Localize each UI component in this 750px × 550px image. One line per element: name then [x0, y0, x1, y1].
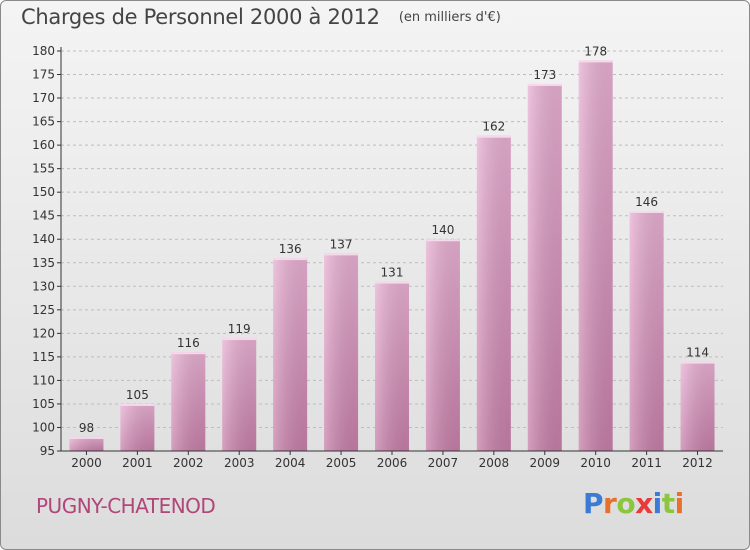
chart-title: Charges de Personnel 2000 à 2012	[21, 5, 380, 29]
x-tick-label: 2000	[71, 456, 102, 470]
bar-top	[222, 338, 257, 341]
bar-shade	[120, 403, 155, 451]
y-tick-label: 155	[32, 162, 55, 176]
logo-letter: P	[583, 487, 604, 520]
bar-shade	[629, 211, 664, 451]
bar-shade	[527, 83, 562, 452]
y-tick-label: 115	[32, 350, 55, 364]
logo-letter: r	[603, 487, 617, 520]
logo-letter: i	[674, 487, 685, 520]
x-tick-label: 2010	[580, 456, 611, 470]
place-name: PUGNY-CHATENOD	[36, 494, 216, 518]
bar-top	[680, 361, 715, 364]
chart-subtitle: (en milliers d'€)	[398, 10, 501, 25]
logo-letter: t	[661, 487, 675, 520]
bar-shade	[273, 258, 308, 451]
y-tick-label: 110	[32, 373, 55, 387]
bar-shade	[578, 60, 613, 451]
proxiti-logo: Proxiti	[583, 487, 684, 520]
x-tick-label: 2006	[377, 456, 408, 470]
bar-top	[324, 253, 359, 256]
y-tick-label: 95	[40, 444, 55, 458]
x-tick-label: 2001	[122, 456, 153, 470]
bar-shade	[324, 253, 359, 451]
logo-letter: x	[635, 487, 653, 520]
bar-top	[578, 60, 613, 63]
y-tick-label: 160	[32, 138, 55, 152]
bar-shade	[171, 352, 206, 451]
y-tick-label: 165	[32, 115, 55, 129]
bar-shade	[680, 361, 715, 451]
data-label: 178	[584, 44, 607, 58]
bar-top	[629, 211, 664, 213]
y-tick-label: 140	[32, 232, 55, 246]
data-label: 137	[330, 237, 353, 251]
y-tick-label: 105	[32, 397, 55, 411]
x-tick-label: 2008	[479, 456, 510, 470]
bar-shade	[425, 239, 460, 451]
data-label: 119	[228, 322, 251, 336]
data-label: 136	[279, 242, 302, 256]
bar-shade	[375, 281, 409, 451]
bar-shade	[222, 338, 257, 451]
data-label: 162	[482, 120, 505, 134]
data-label: 140	[431, 223, 454, 237]
bar-top	[527, 83, 562, 86]
x-tick-label: 2004	[275, 456, 306, 470]
x-tick-label: 2005	[326, 456, 357, 470]
x-tick-label: 2007	[428, 456, 459, 470]
x-tick-label: 2012	[682, 456, 713, 470]
x-tick-label: 2009	[529, 456, 560, 470]
bar-top	[425, 239, 460, 242]
x-tick-label: 2002	[173, 456, 204, 470]
data-label: 116	[177, 336, 200, 350]
y-tick-label: 175	[32, 68, 55, 82]
title-row: Charges de Personnel 2000 à 2012 (en mil…	[21, 5, 501, 29]
y-tick-label: 170	[32, 91, 55, 105]
y-tick-label: 145	[32, 209, 55, 223]
data-label: 98	[79, 421, 94, 435]
y-tick-label: 135	[32, 256, 55, 270]
y-tick-label: 130	[32, 279, 55, 293]
x-tick-label: 2011	[631, 456, 662, 470]
y-tick-label: 125	[32, 303, 55, 317]
y-tick-label: 180	[32, 44, 55, 58]
bar-shade	[476, 135, 511, 452]
bar-top	[476, 135, 511, 138]
data-label: 131	[381, 266, 404, 280]
bar-top	[120, 403, 155, 406]
bar-top	[375, 281, 409, 284]
logo-letter: i	[652, 487, 663, 520]
data-label: 105	[126, 388, 149, 402]
data-label: 173	[533, 68, 556, 82]
data-label: 146	[635, 195, 658, 209]
bar-top	[273, 258, 308, 261]
logo-letter: o	[616, 487, 636, 520]
bar-shade	[69, 436, 104, 451]
y-tick-label: 100	[32, 420, 55, 434]
y-tick-label: 120	[32, 326, 55, 340]
data-label: 114	[686, 346, 709, 360]
bar-top	[171, 352, 206, 355]
x-tick-label: 2003	[224, 456, 255, 470]
y-tick-label: 150	[32, 185, 55, 199]
bar-top	[69, 436, 104, 439]
